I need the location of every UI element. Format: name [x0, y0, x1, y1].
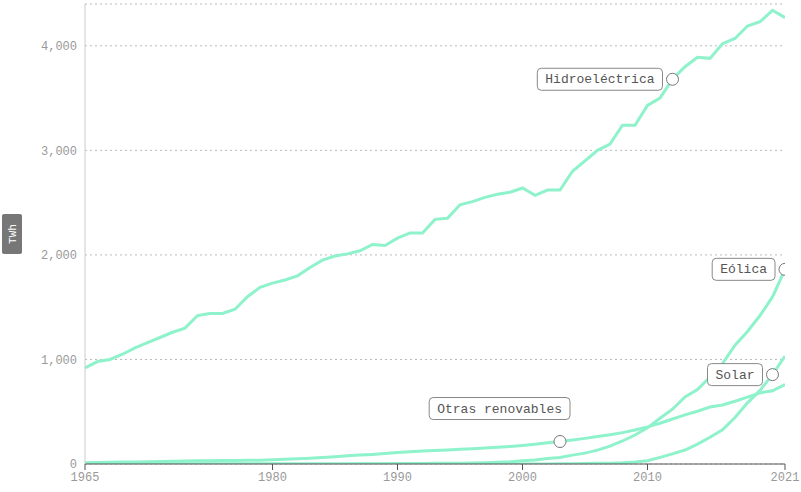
- svg-text:1980: 1980: [258, 471, 287, 485]
- svg-text:1990: 1990: [383, 471, 412, 485]
- svg-text:Eólica: Eólica: [720, 262, 767, 277]
- svg-text:1,000: 1,000: [41, 354, 77, 368]
- svg-text:Otras renovables: Otras renovables: [437, 402, 562, 417]
- svg-text:Hidroeléctrica: Hidroeléctrica: [545, 72, 654, 87]
- svg-text:1965: 1965: [71, 471, 100, 485]
- svg-text:2,000: 2,000: [41, 249, 77, 263]
- svg-text:3,000: 3,000: [41, 145, 77, 159]
- svg-text:2000: 2000: [508, 471, 537, 485]
- svg-text:0: 0: [70, 458, 77, 472]
- svg-text:2021: 2021: [771, 471, 793, 485]
- svg-text:Solar: Solar: [715, 368, 754, 383]
- svg-text:TWh: TWh: [8, 224, 19, 244]
- svg-text:4,000: 4,000: [41, 40, 77, 54]
- svg-text:2010: 2010: [633, 471, 662, 485]
